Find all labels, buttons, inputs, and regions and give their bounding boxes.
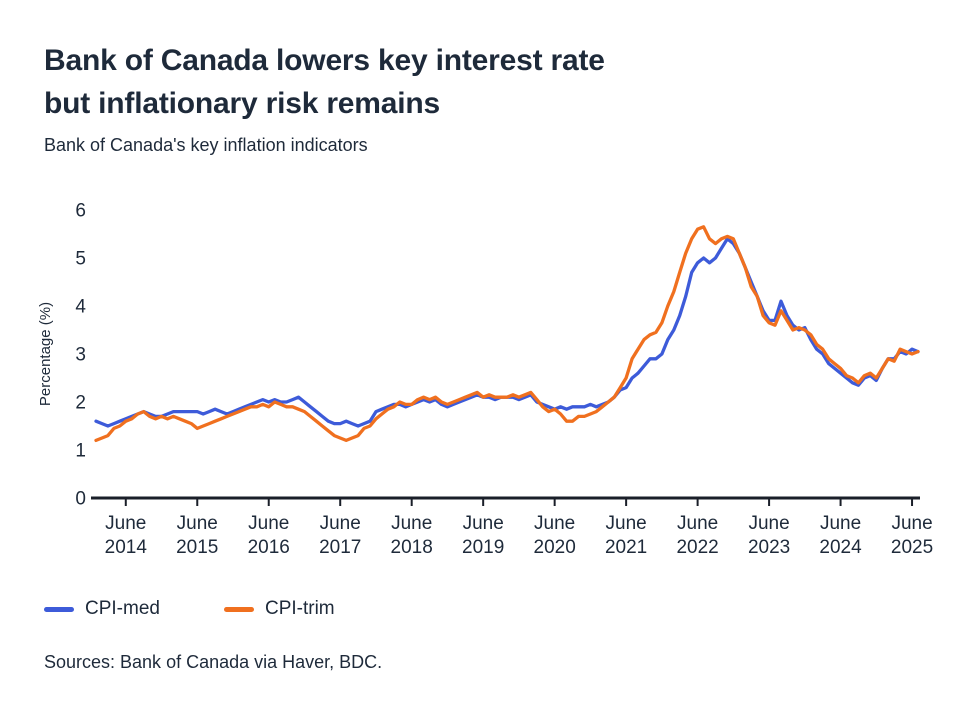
legend-item-cpi-med: CPI-med — [44, 598, 160, 620]
x-tick-label-month: June — [248, 513, 289, 534]
x-tick-label-month: June — [891, 513, 932, 534]
cpi-trim-line-swatch — [223, 606, 254, 612]
line-chart: 0 1 2 3 4 5 6 Percentage (%) June 2014 June 2015 Jun… — [37, 201, 933, 559]
x-tick-label-year: 2021 — [605, 537, 647, 558]
chart-subtitle: Bank of Canada's key inflation indicator… — [44, 135, 368, 155]
series-line-cpi-trim — [94, 225, 920, 443]
x-tick-label-month: June — [463, 513, 504, 534]
x-tick-label-month: June — [820, 513, 861, 534]
x-tick-label-year: 2015 — [176, 537, 218, 558]
x-tick-label-month: June — [320, 513, 361, 534]
y-tick-label: 4 — [75, 297, 86, 318]
legend: CPI-med CPI-trim — [44, 598, 335, 620]
x-tick-label-month: June — [534, 513, 575, 534]
legend-item-cpi-trim: CPI-trim — [223, 598, 335, 620]
chart-title-line: Bank of Canada lowers key interest rate — [44, 44, 605, 77]
x-tick-label-year: 2024 — [819, 537, 862, 558]
y-tick-label: 3 — [75, 345, 86, 366]
legend-label-cpi-med: CPI-med — [85, 598, 160, 619]
y-tick-label: 2 — [75, 393, 86, 414]
x-tick-label-year: 2023 — [748, 537, 790, 558]
chart-title-line: but inflationary risk remains — [44, 86, 440, 120]
y-axis-title: Percentage (%) — [37, 302, 54, 406]
y-tick-label: 6 — [75, 201, 86, 222]
x-tick-label-month: June — [105, 513, 146, 534]
x-tick-label-month: June — [177, 513, 218, 534]
chart-title: Bank of Canada lowers key interest rate … — [44, 40, 605, 126]
x-tick-label-month: June — [677, 513, 718, 534]
y-tick-label: 5 — [75, 249, 86, 270]
x-tick-label-year: 2016 — [248, 537, 290, 558]
x-tick-label-year: 2017 — [319, 537, 361, 558]
x-tick-label-month: June — [748, 513, 789, 534]
x-tick-label-year: 2014 — [105, 537, 148, 558]
source-note: Sources: Bank of Canada via Haver, BDC. — [44, 652, 383, 672]
y-tick-label: 1 — [75, 441, 86, 462]
legend-label-cpi-trim: CPI-trim — [264, 598, 335, 619]
x-tick-label-year: 2022 — [676, 537, 718, 558]
x-tick-label-year: 2018 — [391, 537, 433, 558]
cpi-med-line-swatch — [44, 606, 74, 612]
x-tick-label-month: June — [606, 513, 647, 534]
x-tick-label-year: 2025 — [891, 537, 933, 558]
y-tick-label: 0 — [75, 489, 86, 510]
x-tick-label-month: June — [391, 513, 432, 534]
x-tick-label-year: 2019 — [462, 537, 504, 558]
x-tick-label-year: 2020 — [534, 537, 576, 558]
